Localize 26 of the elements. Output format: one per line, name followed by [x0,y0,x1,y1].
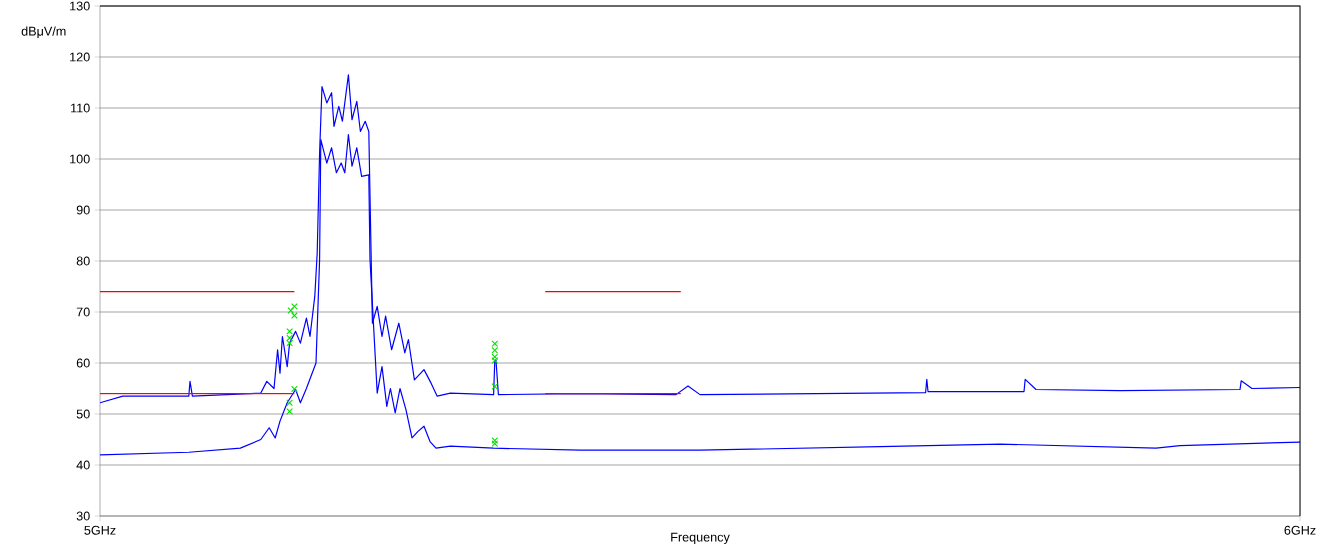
point [491,440,499,447]
y-tick-label: 70 [76,307,90,317]
y-tick-label: 130 [70,1,90,11]
point [491,346,499,354]
y-tick-label: 30 [76,511,90,521]
point [286,339,293,347]
point [287,307,295,314]
y-tick-label: 110 [71,103,90,113]
point [491,357,499,364]
point [491,437,499,444]
y-tick-label: 80 [76,256,90,266]
point [291,385,298,393]
y-tick-label: 40 [76,460,90,470]
y-tick-label: 50 [76,409,90,419]
point [491,340,499,347]
y-tick-label: 120 [70,52,90,62]
point [286,334,293,342]
y-tick-label: 100 [70,154,90,164]
y-axis-title: dBμV/m [21,26,66,38]
x-axis-title: Frequency [671,532,730,545]
point [286,399,293,407]
y-tick-label: 90 [76,205,90,215]
x-tick-label: 6GHz [1284,525,1316,535]
y-tick-label: 60 [76,358,90,368]
point [491,383,499,390]
x-tick-label: 5GHz [84,525,116,535]
